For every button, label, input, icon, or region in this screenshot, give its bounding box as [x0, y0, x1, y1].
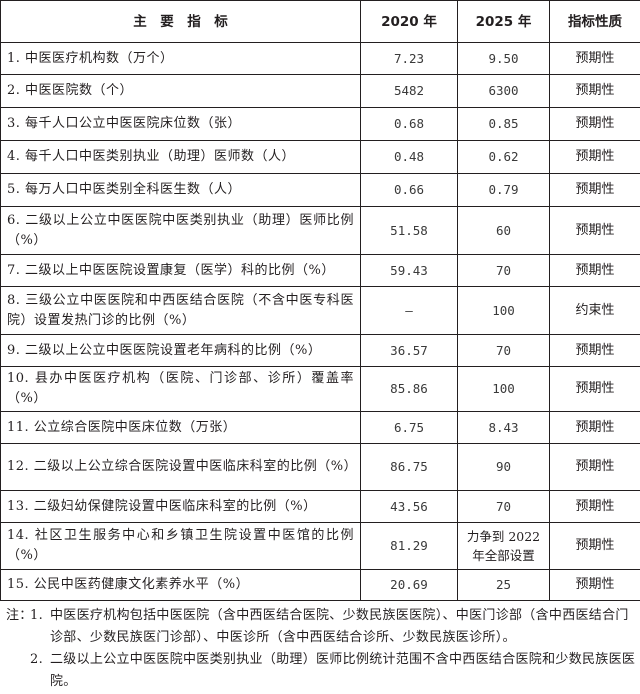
value-2025-cell: 70: [457, 334, 550, 367]
indicator-cell: 10. 县办中医医疗机构（医院、门诊部、诊所）覆盖率（%）: [0, 366, 361, 412]
indicator-cell: 11. 公立综合医院中医床位数（万张）: [0, 411, 361, 444]
indicator-cell: 8. 三级公立中医医院和中西医结合医院（不含中医专科医院）设置发热门诊的比例（%…: [0, 286, 361, 335]
value-2020-cell: 81.29: [360, 522, 458, 570]
value-2020-cell: —: [360, 286, 458, 335]
note-text: 中医医疗机构包括中医医院（含中西医结合医院、少数民族医医院）、中医门诊部（含中西…: [50, 608, 629, 645]
value-2025-cell: 8.43: [457, 411, 550, 444]
table-row: 12. 二级以上公立综合医院设置中医临床科室的比例（%） 86.75 90 预期性: [0, 443, 640, 491]
value-2020-cell: 7.23: [360, 42, 458, 75]
header-2025: 2025 年: [457, 0, 550, 43]
notes-label: 注：: [6, 608, 33, 623]
nature-cell: 预期性: [549, 107, 640, 141]
table-row: 15. 公民中医药健康文化素养水平（%） 20.69 25 预期性: [0, 569, 640, 601]
indicator-table: 主 要 指 标 2020 年 2025 年 指标性质 1. 中医医疗机构数（万个…: [0, 0, 640, 601]
value-2025-cell: 60: [457, 206, 550, 255]
header-indicator: 主 要 指 标: [0, 0, 361, 43]
header-row: 主 要 指 标 2020 年 2025 年 指标性质: [0, 0, 640, 43]
value-2020-cell: 59.43: [360, 254, 458, 287]
indicator-cell: 13. 二级妇幼保健院设置中医临床科室的比例（%）: [0, 490, 361, 523]
note-number: 1.: [30, 608, 44, 623]
value-2025-cell: 70: [457, 254, 550, 287]
value-2020-cell: 36.57: [360, 334, 458, 367]
table-row: 4. 每千人口中医类别执业（助理）医师数（人） 0.48 0.62 预期性: [0, 140, 640, 174]
note-1: 注： 1. 中医医疗机构包括中医医院（含中西医结合医院、少数民族医医院）、中医门…: [6, 605, 636, 649]
value-2025-cell: 9.50: [457, 42, 550, 75]
note-number: 2.: [30, 652, 44, 667]
value-2025-cell: 70: [457, 490, 550, 523]
table-row: 7. 二级以上中医医院设置康复（医学）科的比例（%） 59.43 70 预期性: [0, 254, 640, 287]
nature-cell: 预期性: [549, 173, 640, 207]
value-2020-cell: 0.48: [360, 140, 458, 174]
nature-cell: 预期性: [549, 254, 640, 287]
nature-cell: 预期性: [549, 334, 640, 367]
value-2020-cell: 5482: [360, 74, 458, 108]
value-2020-cell: 6.75: [360, 411, 458, 444]
value-2020-cell: 43.56: [360, 490, 458, 523]
value-2020-cell: 0.68: [360, 107, 458, 141]
note-indent: [6, 649, 30, 693]
value-2025-cell: 0.62: [457, 140, 550, 174]
value-2025-cell: 0.79: [457, 173, 550, 207]
table-row: 13. 二级妇幼保健院设置中医临床科室的比例（%） 43.56 70 预期性: [0, 490, 640, 523]
indicator-cell: 4. 每千人口中医类别执业（助理）医师数（人）: [0, 140, 361, 174]
notes: 注： 1. 中医医疗机构包括中医医院（含中西医结合医院、少数民族医医院）、中医门…: [0, 601, 640, 693]
note-text: 二级以上公立中医医院中医类别执业（助理）医师比例统计范围不含中西医结合医院和少数…: [50, 652, 636, 689]
table-row: 6. 二级以上公立中医医院中医类别执业（助理）医师比例（%） 51.58 60 预期性: [0, 206, 640, 255]
value-2025-cell: 100: [457, 286, 550, 335]
value-2025-cell: 0.85: [457, 107, 550, 141]
indicator-cell: 15. 公民中医药健康文化素养水平（%）: [0, 569, 361, 601]
table-row: 9. 二级以上公立中医医院设置老年病科的比例（%） 36.57 70 预期性: [0, 334, 640, 367]
nature-cell: 预期性: [549, 140, 640, 174]
table-row: 8. 三级公立中医医院和中西医结合医院（不含中医专科医院）设置发热门诊的比例（%…: [0, 286, 640, 335]
table-row: 3. 每千人口公立中医医院床位数（张） 0.68 0.85 预期性: [0, 107, 640, 141]
indicator-cell: 3. 每千人口公立中医医院床位数（张）: [0, 107, 361, 141]
indicator-cell: 14. 社区卫生服务中心和乡镇卫生院设置中医馆的比例（%）: [0, 522, 361, 570]
nature-cell: 预期性: [549, 206, 640, 255]
table-row: 1. 中医医疗机构数（万个） 7.23 9.50 预期性: [0, 42, 640, 75]
value-2020-cell: 20.69: [360, 569, 458, 601]
value-2020-cell: 0.66: [360, 173, 458, 207]
table-row: 11. 公立综合医院中医床位数（万张） 6.75 8.43 预期性: [0, 411, 640, 444]
value-2020-cell: 86.75: [360, 443, 458, 491]
indicator-cell: 2. 中医医院数（个）: [0, 74, 361, 108]
nature-cell: 约束性: [549, 286, 640, 335]
indicator-cell: 7. 二级以上中医医院设置康复（医学）科的比例（%）: [0, 254, 361, 287]
indicator-cell: 12. 二级以上公立综合医院设置中医临床科室的比例（%）: [0, 443, 361, 491]
nature-cell: 预期性: [549, 522, 640, 570]
table-row: 5. 每万人口中医类别全科医生数（人） 0.66 0.79 预期性: [0, 173, 640, 207]
nature-cell: 预期性: [549, 74, 640, 108]
indicator-cell: 5. 每万人口中医类别全科医生数（人）: [0, 173, 361, 207]
nature-cell: 预期性: [549, 366, 640, 412]
indicator-cell: 1. 中医医疗机构数（万个）: [0, 42, 361, 75]
value-2025-cell: 6300: [457, 74, 550, 108]
nature-cell: 预期性: [549, 569, 640, 601]
table-row: 14. 社区卫生服务中心和乡镇卫生院设置中医馆的比例（%） 81.29 力争到 20…: [0, 522, 640, 570]
value-2025-cell: 100: [457, 366, 550, 412]
nature-cell: 预期性: [549, 443, 640, 491]
value-2025-cell: 90: [457, 443, 550, 491]
value-2025-cell: 25: [457, 569, 550, 601]
note-2: 2. 二级以上公立中医医院中医类别执业（助理）医师比例统计范围不含中西医结合医院…: [6, 649, 636, 693]
value-2020-cell: 51.58: [360, 206, 458, 255]
table-row: 10. 县办中医医疗机构（医院、门诊部、诊所）覆盖率（%） 85.86 100 预期性: [0, 366, 640, 412]
indicator-cell: 6. 二级以上公立中医医院中医类别执业（助理）医师比例（%）: [0, 206, 361, 255]
indicator-cell: 9. 二级以上公立中医医院设置老年病科的比例（%）: [0, 334, 361, 367]
value-2025-cell: 力争到 2022 年全部设置: [457, 522, 550, 570]
table-row: 2. 中医医院数（个） 5482 6300 预期性: [0, 74, 640, 108]
header-nature: 指标性质: [549, 0, 640, 43]
header-2020: 2020 年: [360, 0, 458, 43]
nature-cell: 预期性: [549, 42, 640, 75]
nature-cell: 预期性: [549, 411, 640, 444]
value-2020-cell: 85.86: [360, 366, 458, 412]
nature-cell: 预期性: [549, 490, 640, 523]
